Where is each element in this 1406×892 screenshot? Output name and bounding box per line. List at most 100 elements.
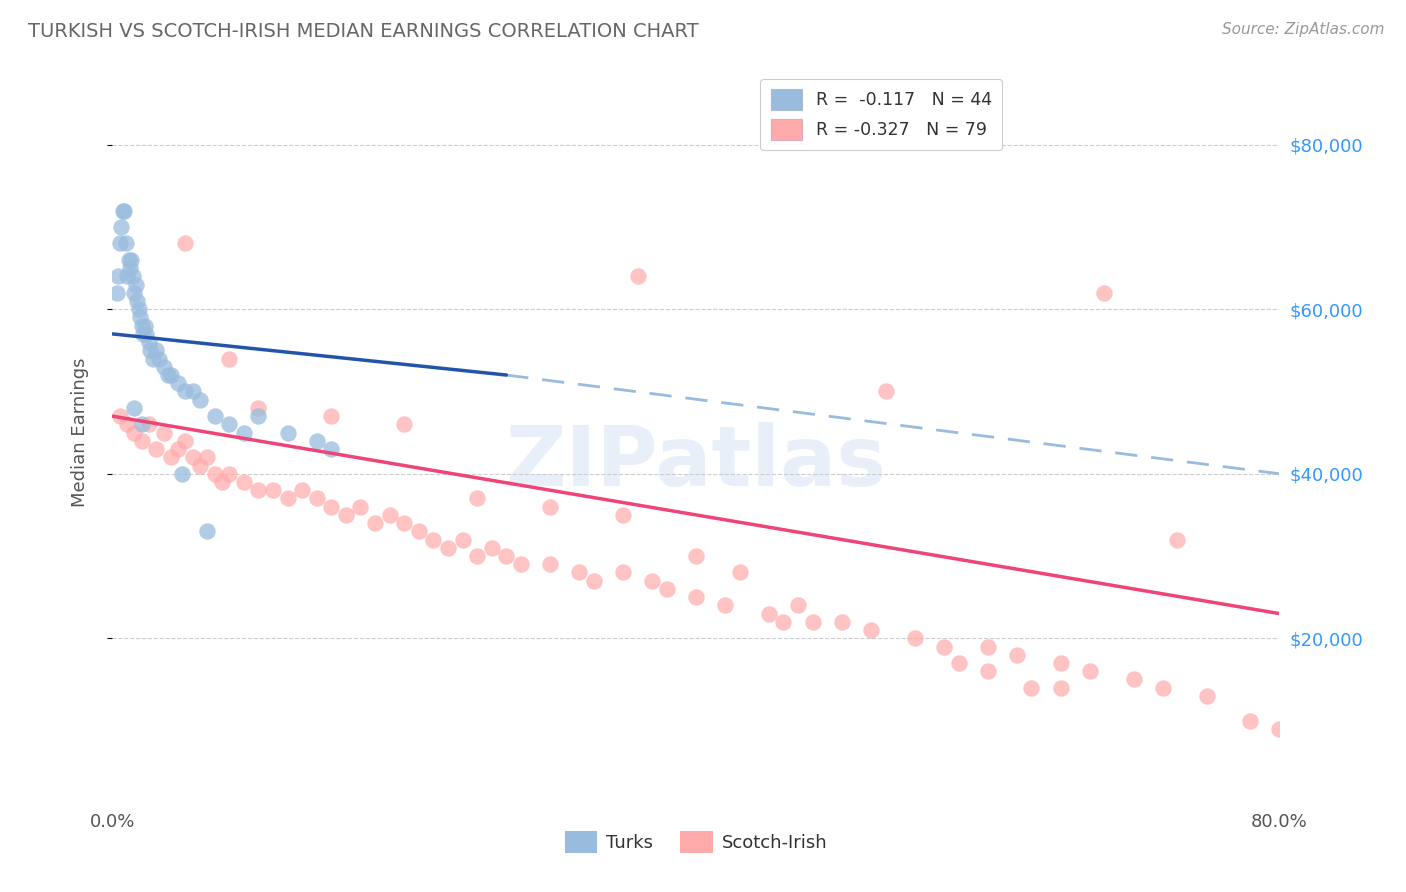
- Point: [509, 558, 531, 572]
- Point: [122, 269, 145, 284]
- Point: [142, 351, 165, 366]
- Point: [627, 269, 650, 284]
- Point: [495, 549, 517, 563]
- Point: [1195, 689, 1218, 703]
- Text: ZIPatlas: ZIPatlas: [506, 422, 886, 503]
- Point: [277, 491, 299, 506]
- Point: [1166, 533, 1188, 547]
- Point: [321, 500, 343, 514]
- Point: [174, 384, 197, 399]
- Point: [108, 236, 131, 251]
- Point: [117, 252, 139, 267]
- Point: [218, 417, 240, 432]
- Point: [685, 590, 707, 604]
- Point: [321, 442, 343, 456]
- Point: [124, 285, 146, 300]
- Point: [860, 623, 883, 637]
- Point: [129, 310, 152, 325]
- Point: [1094, 285, 1116, 300]
- Point: [948, 656, 970, 670]
- Point: [728, 566, 751, 580]
- Point: [247, 409, 270, 424]
- Point: [1049, 656, 1071, 670]
- Point: [139, 343, 162, 358]
- Point: [1239, 714, 1261, 728]
- Point: [195, 450, 218, 465]
- Point: [538, 558, 561, 572]
- Point: [422, 533, 444, 547]
- Point: [172, 467, 194, 481]
- Point: [976, 664, 998, 678]
- Point: [124, 401, 146, 415]
- Point: [128, 302, 150, 317]
- Point: [408, 524, 430, 539]
- Point: [335, 508, 357, 522]
- Point: [145, 442, 167, 456]
- Point: [124, 425, 146, 440]
- Point: [831, 615, 853, 629]
- Point: [174, 434, 197, 448]
- Point: [976, 640, 998, 654]
- Point: [107, 269, 129, 284]
- Point: [612, 508, 634, 522]
- Point: [394, 417, 416, 432]
- Point: [125, 277, 148, 292]
- Point: [321, 409, 343, 424]
- Point: [181, 450, 204, 465]
- Text: Source: ZipAtlas.com: Source: ZipAtlas.com: [1222, 22, 1385, 37]
- Point: [465, 491, 488, 506]
- Point: [932, 640, 955, 654]
- Point: [115, 417, 138, 432]
- Point: [138, 335, 160, 350]
- Point: [801, 615, 824, 629]
- Point: [108, 409, 131, 424]
- Point: [174, 236, 197, 251]
- Point: [156, 368, 179, 382]
- Point: [1021, 681, 1043, 695]
- Point: [538, 500, 561, 514]
- Point: [114, 236, 136, 251]
- Point: [112, 203, 135, 218]
- Point: [167, 442, 190, 456]
- Point: [204, 409, 226, 424]
- Point: [110, 219, 132, 234]
- Point: [131, 434, 153, 448]
- Point: [135, 326, 157, 341]
- Point: [115, 269, 138, 284]
- Point: [1122, 673, 1144, 687]
- Point: [262, 483, 284, 498]
- Point: [232, 475, 254, 489]
- Point: [305, 434, 328, 448]
- Point: [131, 318, 153, 333]
- Point: [582, 574, 605, 588]
- Point: [875, 384, 897, 399]
- Point: [218, 467, 240, 481]
- Point: [904, 632, 927, 646]
- Point: [364, 516, 387, 530]
- Point: [465, 549, 488, 563]
- Point: [232, 425, 254, 440]
- Point: [247, 401, 270, 415]
- Point: [1005, 648, 1028, 662]
- Point: [148, 351, 170, 366]
- Point: [152, 359, 174, 374]
- Point: [378, 508, 401, 522]
- Point: [758, 607, 780, 621]
- Point: [188, 458, 211, 473]
- Point: [111, 203, 134, 218]
- Point: [437, 541, 460, 555]
- Point: [277, 425, 299, 440]
- Point: [772, 615, 794, 629]
- Point: [118, 261, 141, 276]
- Point: [211, 475, 233, 489]
- Point: [1268, 722, 1291, 736]
- Point: [291, 483, 314, 498]
- Point: [714, 599, 737, 613]
- Point: [641, 574, 664, 588]
- Point: [160, 368, 183, 382]
- Point: [160, 450, 183, 465]
- Point: [481, 541, 503, 555]
- Point: [138, 417, 160, 432]
- Point: [1049, 681, 1071, 695]
- Legend: Turks, Scotch-Irish: Turks, Scotch-Irish: [557, 824, 835, 861]
